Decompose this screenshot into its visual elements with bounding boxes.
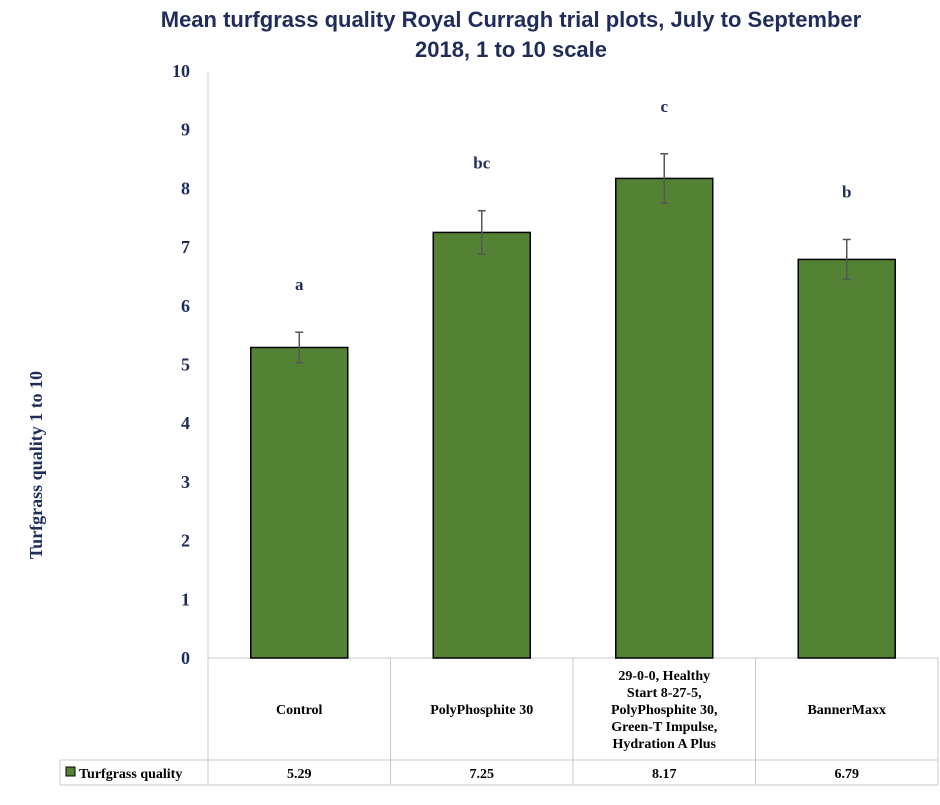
data-table-value: 5.29 [287, 767, 312, 782]
significance-letter: bc [473, 154, 490, 173]
plot-area: 012345678910aControl5.29bcPolyPhosphite … [59, 61, 939, 786]
y-tick-label: 0 [181, 648, 190, 668]
chart-title-line-2: 2018, 1 to 10 scale [415, 37, 607, 62]
y-tick-label: 9 [181, 120, 190, 140]
bar [250, 346, 349, 659]
legend-swatch [65, 766, 76, 777]
x-category-label: Green-T Impulse, [611, 720, 717, 735]
bar [797, 258, 896, 659]
significance-letter: a [295, 275, 304, 294]
y-tick-label: 4 [181, 413, 190, 433]
x-category-label: Control [276, 703, 323, 718]
bar [615, 177, 714, 659]
y-tick-label: 6 [181, 296, 190, 316]
legend-label: Turfgrass quality [79, 767, 182, 782]
chart-title: Mean turfgrass quality Royal Curragh tri… [161, 7, 862, 62]
y-tick-label: 3 [181, 472, 190, 492]
y-tick-label: 1 [181, 589, 190, 609]
x-category-label: Hydration A Plus [613, 737, 717, 752]
data-table-value: 8.17 [652, 767, 677, 782]
data-table-value: 6.79 [835, 767, 860, 782]
x-category-label: PolyPhosphite 30, [611, 703, 718, 718]
y-tick-label: 8 [181, 178, 190, 198]
significance-letter: b [842, 182, 851, 201]
y-tick-label: 7 [181, 237, 190, 257]
y-tick-label: 2 [181, 531, 190, 551]
significance-letter: c [660, 97, 668, 116]
x-category-label: 29-0-0, Healthy [618, 669, 710, 684]
y-tick-label: 5 [181, 355, 190, 375]
bar [432, 231, 531, 659]
x-category-label: Start 8-27-5, [627, 686, 702, 701]
x-category-label: BannerMaxx [807, 703, 886, 718]
y-axis-label: Turfgrass quality 1 to 10 [26, 371, 46, 559]
x-category-label: PolyPhosphite 30 [430, 703, 533, 718]
data-table-value: 7.25 [470, 767, 495, 782]
chart-title-line-1: Mean turfgrass quality Royal Curragh tri… [161, 7, 862, 32]
y-tick-label: 10 [172, 61, 190, 81]
